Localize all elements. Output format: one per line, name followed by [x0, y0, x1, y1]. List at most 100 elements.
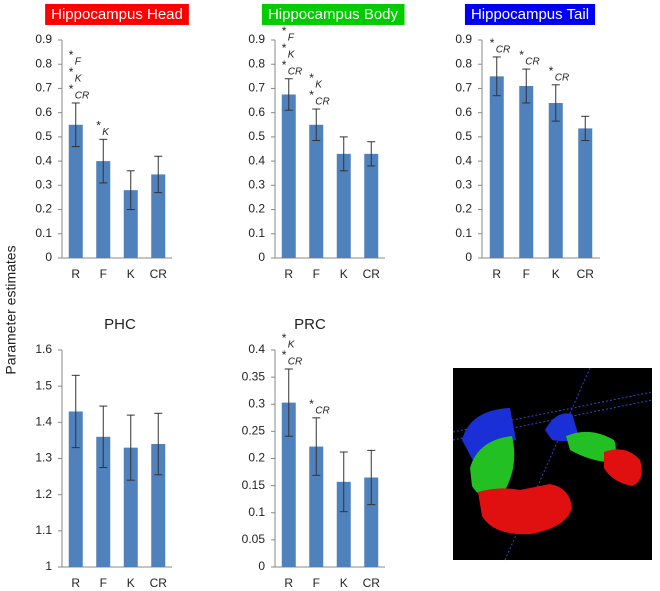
significance-label: F [75, 57, 82, 68]
y-tick-label: 0.9 [248, 32, 265, 46]
x-tick-label: K [340, 267, 348, 281]
y-tick-label: 1.6 [35, 342, 52, 356]
x-tick-label: CR [577, 267, 595, 281]
significance-label: CR [75, 91, 89, 102]
y-tick-label: 0 [45, 250, 52, 264]
significance-star: * [519, 48, 524, 62]
significance-star: * [96, 118, 101, 132]
bar [309, 446, 324, 567]
panel: Hippocampus Head 0 0.1 0.2 0.3 0.4 0.5 0.6 0.7 0.… [35, 3, 189, 281]
y-tick-label: 1.3 [35, 451, 52, 465]
x-tick-label: K [552, 267, 560, 281]
chart-title: Hippocampus Head [51, 6, 183, 23]
y-tick-label: 0.3 [248, 396, 265, 410]
significance-label: K [102, 127, 110, 138]
significance-star: * [490, 36, 495, 50]
significance-label: CR [315, 405, 329, 416]
y-tick-label: 0.5 [455, 129, 472, 143]
y-tick-label: 0.05 [242, 532, 266, 546]
significance-star: * [69, 65, 74, 79]
x-tick-label: R [284, 576, 293, 590]
bar [151, 174, 166, 258]
bar [578, 128, 593, 258]
x-tick-label: R [284, 267, 293, 281]
significance-label: CR [525, 57, 539, 68]
bar [364, 477, 379, 567]
y-tick-label: 0.3 [455, 178, 472, 192]
y-tick-label: 0.2 [455, 202, 472, 216]
body-segment [470, 436, 515, 499]
bar [68, 411, 83, 567]
significance-star: * [282, 348, 287, 362]
significance-label: K [288, 49, 296, 60]
head-segment [604, 449, 642, 486]
significance-label: CR [555, 72, 569, 83]
significance-label: CR [288, 66, 302, 77]
y-tick-label: 1.1 [35, 523, 52, 537]
y-tick-label: 0.1 [248, 226, 265, 240]
significance-label: CR [315, 97, 329, 108]
bar [68, 124, 83, 259]
y-tick-label: 0.6 [35, 105, 52, 119]
y-tick-label: 0.3 [248, 178, 265, 192]
y-tick-label: 0.2 [248, 202, 265, 216]
y-tick-label: 0.7 [248, 81, 265, 95]
y-tick-label: 0 [465, 250, 472, 264]
tail-segment [545, 413, 580, 441]
y-tick-label: 0.6 [248, 105, 265, 119]
panel: PHC 1 1.1 1.2 1.3 1.4 1.5 1.6 R F K CR [35, 316, 172, 590]
significance-label: K [75, 74, 83, 85]
y-tick-label: 0.15 [242, 478, 266, 492]
y-tick-label: 0.3 [35, 178, 52, 192]
y-tick-label: 0.8 [455, 56, 472, 70]
y-tick-label: 0.1 [248, 505, 265, 519]
y-tick-label: 0.7 [455, 81, 472, 95]
bar [336, 153, 351, 258]
y-tick-label: 0.9 [455, 32, 472, 46]
x-tick-label: F [523, 267, 530, 281]
significance-star: * [549, 64, 554, 78]
y-tick-label: 0.35 [242, 369, 266, 383]
title-background [45, 3, 189, 25]
panel: Hippocampus Tail 0 0.1 0.2 0.3 0.4 0.5 0.6 0.7 0.… [455, 3, 600, 281]
bar [96, 436, 111, 567]
body-segment [566, 431, 616, 462]
guide-line [504, 367, 591, 561]
bar [96, 161, 111, 258]
significance-label: K [315, 80, 323, 91]
panel: Hippocampus Body 0 0.1 0.2 0.3 0.4 0.5 0.6 0.7 0.… [248, 3, 405, 281]
bar [548, 102, 563, 258]
x-tick-label: CR [150, 267, 168, 281]
y-tick-label: 0.8 [248, 56, 265, 70]
x-tick-label: K [127, 267, 135, 281]
y-tick-label: 0 [258, 559, 265, 573]
x-tick-label: F [100, 576, 107, 590]
y-tick-label: 0.6 [455, 105, 472, 119]
x-tick-label: R [71, 576, 80, 590]
significance-star: * [69, 82, 74, 96]
x-tick-label: CR [363, 267, 381, 281]
significance-star: * [282, 41, 287, 55]
y-tick-label: 0.4 [248, 342, 265, 356]
y-tick-label: 1.2 [35, 487, 52, 501]
x-tick-label: CR [363, 576, 381, 590]
y-tick-label: 0.9 [35, 32, 52, 46]
bar [123, 447, 138, 567]
y-tick-label: 0.4 [35, 153, 52, 167]
title-background [464, 3, 596, 25]
bar [309, 124, 324, 259]
bar [281, 94, 296, 258]
y-tick-label: 1.5 [35, 378, 52, 392]
y-tick-label: 0.2 [35, 202, 52, 216]
chart-title: Hippocampus Body [268, 6, 399, 23]
y-tick-label: 0 [258, 250, 265, 264]
y-tick-label: 1.4 [35, 415, 52, 429]
head-segment [478, 484, 572, 535]
y-tick-label: 0.25 [242, 424, 266, 438]
y-tick-label: 0.5 [35, 129, 52, 143]
x-tick-label: R [492, 267, 501, 281]
x-tick-label: F [100, 267, 107, 281]
y-tick-label: 0.4 [455, 153, 472, 167]
bar [489, 76, 504, 258]
